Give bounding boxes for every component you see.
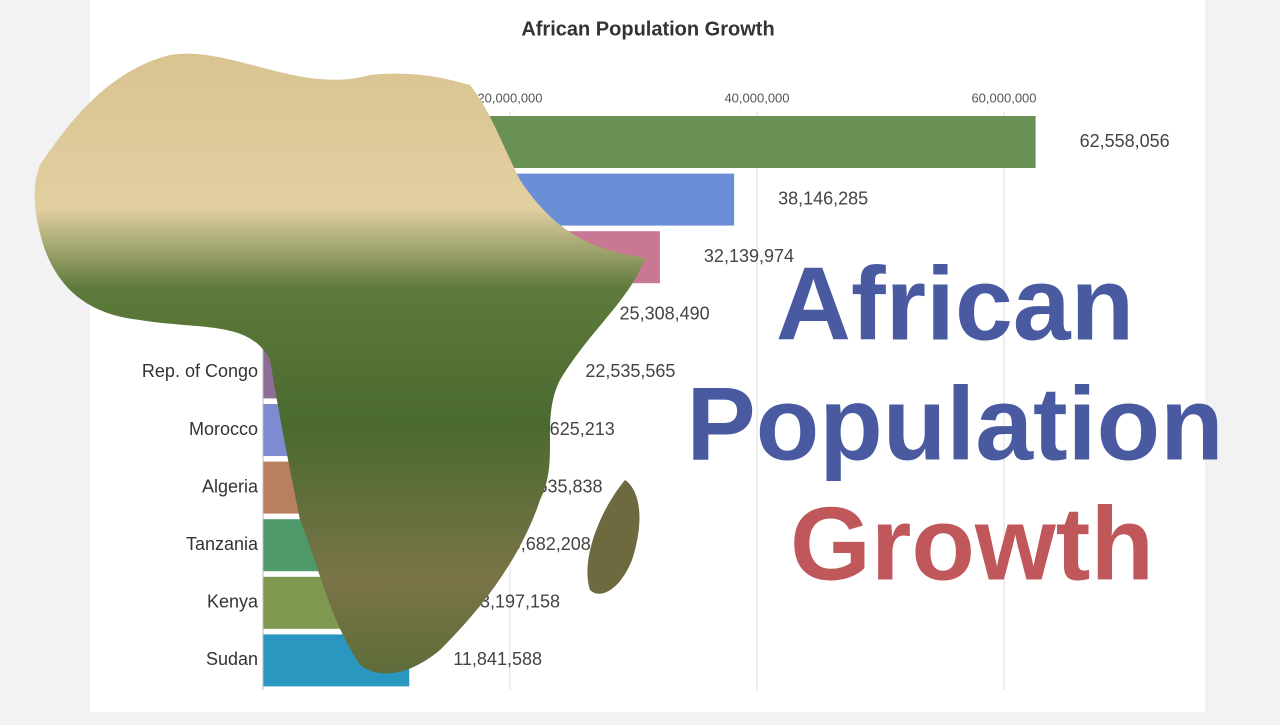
madagascar (587, 480, 640, 594)
overlay-title-line: Population (686, 366, 1223, 482)
x-tick-label: 20,000,000 (477, 90, 542, 105)
chart-title: African Population Growth (521, 18, 774, 40)
category-label: Algeria (202, 476, 259, 496)
category-label: Morocco (189, 419, 258, 439)
value-label: 13,197,158 (470, 592, 560, 612)
value-label: 22,535,565 (585, 361, 675, 381)
value-label: 11,841,588 (453, 649, 542, 669)
category-label: Kenya (207, 592, 259, 612)
value-label: 38,146,285 (778, 188, 868, 208)
category-label: Sudan (206, 649, 258, 669)
category-label: Rep. of Congo (142, 361, 258, 381)
overlay-title-line: African (776, 246, 1134, 362)
overlay-title-line: Growth (790, 486, 1154, 602)
x-tick-label: 40,000,000 (724, 90, 789, 105)
value-label: 25,308,490 (620, 304, 710, 324)
value-label: 32,139,974 (704, 246, 794, 266)
value-label: 62,558,056 (1080, 131, 1170, 151)
africa-map (34, 53, 646, 674)
category-label: Tanzania (186, 534, 259, 554)
x-tick-label: 60,000,000 (971, 90, 1036, 105)
